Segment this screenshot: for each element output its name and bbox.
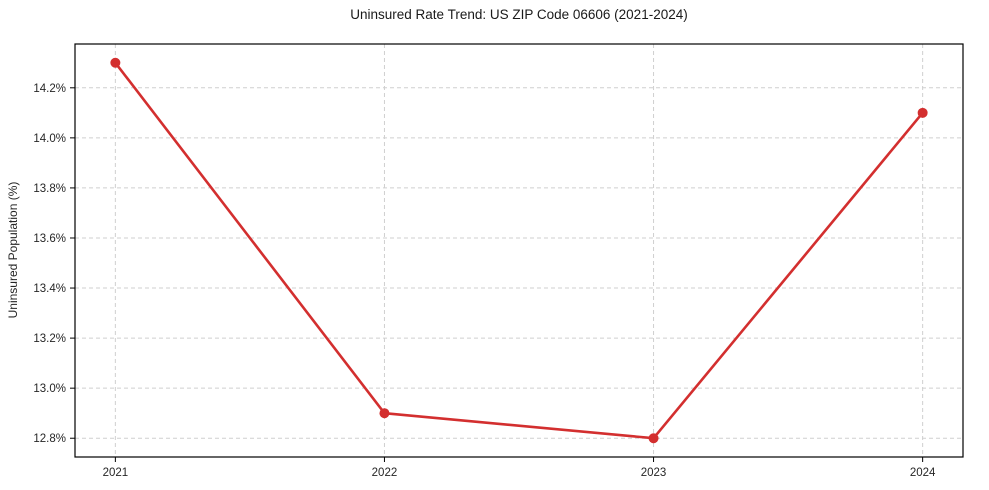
y-tick-label: 13.4% [33,283,66,295]
plot-border [74,43,964,458]
y-tick-label: 13.8% [33,183,66,195]
data-point-marker [917,107,928,118]
y-tick-label: 13.6% [33,233,66,245]
data-point-marker [648,433,659,444]
y-tick-label: 14.2% [33,83,66,95]
y-tick-label: 12.8% [33,433,66,445]
x-tick-label: 2021 [103,467,129,479]
y-tick-label: 14.0% [33,133,66,145]
x-tick-label: 2024 [910,467,936,479]
trend-line [114,61,924,440]
x-tick-label: 2023 [641,467,667,479]
y-tick-label: 13.2% [33,333,66,345]
x-tick-label: 2022 [372,467,398,479]
data-point-marker [379,408,390,419]
y-tick-label: 13.0% [33,383,66,395]
chart-title: Uninsured Rate Trend: US ZIP Code 06606 … [350,7,688,22]
data-point-marker [110,57,121,68]
